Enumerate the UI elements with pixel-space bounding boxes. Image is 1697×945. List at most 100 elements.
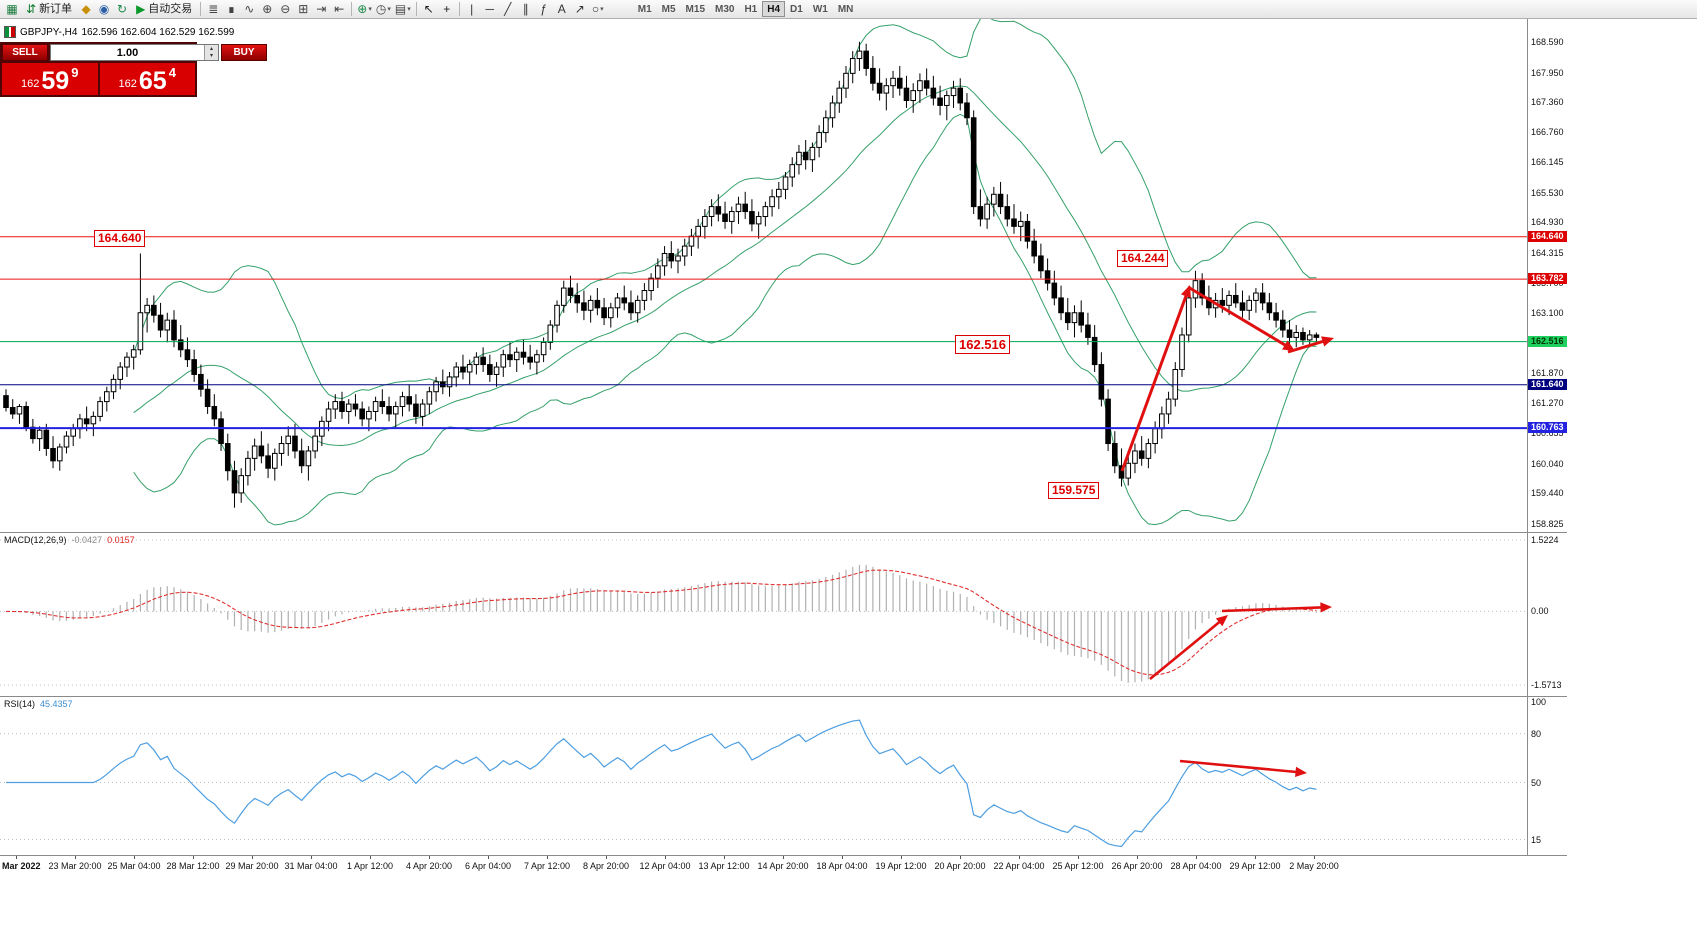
macd-label: MACD(12,26,9) -0.0427 0.0157 <box>4 535 135 545</box>
zoom-out-icon[interactable]: ⊖ <box>276 1 294 18</box>
macd-signal-line <box>5 569 1317 676</box>
new-chart-icon: ▦ <box>6 2 18 16</box>
price-axis-tag[interactable]: 160.763 <box>1528 422 1567 434</box>
fibonacci-icon[interactable]: ƒ <box>535 1 553 18</box>
trend-arrow[interactable] <box>1149 615 1228 681</box>
templates-icon[interactable]: ▤ ▾ <box>393 1 413 18</box>
time-axis-tick <box>252 856 253 859</box>
sell-price-button[interactable]: 162 59 9 <box>2 63 98 95</box>
volume-input[interactable] <box>51 45 204 60</box>
channel-icon[interactable]: ∥ <box>517 1 535 18</box>
add-indicator-icon[interactable]: ⊕ ▾ <box>355 1 374 18</box>
price-axis-tag[interactable]: 164.640 <box>1528 230 1567 242</box>
buy-button[interactable]: BUY <box>221 44 267 61</box>
tile-windows-icon[interactable]: ⊞ <box>294 1 312 18</box>
time-axis-label: 23 Mar 20:00 <box>48 861 102 871</box>
trend-arrow[interactable] <box>1221 602 1332 613</box>
trend-arrow[interactable] <box>1287 336 1334 354</box>
time-axis-label: 25 Apr 12:00 <box>1052 861 1104 871</box>
rsi-line <box>6 719 1317 848</box>
time-axis-label: 26 Apr 20:00 <box>1111 861 1163 871</box>
new-order-button[interactable]: ⇵ 新订单 <box>21 1 77 18</box>
timeframe-button-m15[interactable]: M15 <box>681 1 710 17</box>
time-axis-tick <box>960 856 961 859</box>
chart-shift-icon[interactable]: ⇤ <box>330 1 348 18</box>
time-axis-tick <box>901 856 902 859</box>
time-axis-label: 2 May 20:00 <box>1289 861 1339 871</box>
trade-prices-row: 162 59 9 162 65 4 <box>2 63 195 95</box>
buy-price-button[interactable]: 162 65 4 <box>99 63 195 95</box>
price-axis-tick: 166.760 <box>1531 127 1564 138</box>
price-axis-tick: 159.440 <box>1531 488 1564 499</box>
timeframe-button-w1[interactable]: W1 <box>808 1 833 17</box>
buy-price-pip: 4 <box>168 65 176 80</box>
time-axis[interactable]: Mar 2022 23 Mar 20:00 25 Mar 04:00 28 Mar 1… <box>0 856 1567 875</box>
cursor-icon[interactable]: ↖ <box>420 1 438 18</box>
shapes-icon[interactable]: ○ ▾ <box>589 1 607 18</box>
symbol-title: GBPJPY-,H4 <box>20 26 78 38</box>
autotrade-play-icon: ▶ <box>136 2 146 16</box>
timeframe-button-h4[interactable]: H4 <box>762 1 786 17</box>
trendline-icon[interactable]: ╱ <box>499 1 517 18</box>
arrows-tool-icon[interactable]: ↗ <box>571 1 589 18</box>
text-icon[interactable]: A <box>553 1 571 18</box>
timeframe-button-mn[interactable]: MN <box>833 1 859 17</box>
volume-up-button[interactable]: ▴ <box>205 45 218 53</box>
price-axis-tag[interactable]: 163.782 <box>1528 273 1567 285</box>
price-chart-canvas[interactable] <box>0 19 1527 532</box>
horizontal-line-icon[interactable]: ─ <box>481 1 499 18</box>
price-axis-tick: 163.100 <box>1531 307 1564 318</box>
chevron-down-icon: ▾ <box>387 5 391 13</box>
macd-canvas[interactable] <box>0 533 1527 696</box>
time-axis-tick <box>1255 856 1256 859</box>
price-axis-tag[interactable]: 162.516 <box>1528 335 1567 347</box>
candles-chart-icon: ∎ <box>227 2 236 16</box>
candles-chart-icon[interactable]: ∎ <box>222 1 240 18</box>
sell-button[interactable]: SELL <box>2 44 48 61</box>
periods-icon[interactable]: ◷ ▾ <box>374 1 393 18</box>
sell-price-prefix: 162 <box>21 78 40 90</box>
crosshair-icon[interactable]: + <box>438 1 456 18</box>
price-text-annotation[interactable]: 164.244 <box>1117 250 1169 267</box>
symbol-ohlc-label: GBPJPY-,H4 162.596 162.604 162.529 162.5… <box>4 26 234 38</box>
new-order-button-label: 新订单 <box>39 2 73 15</box>
zoom-in-icon[interactable]: ⊕ <box>258 1 276 18</box>
price-axis-tick: 160.040 <box>1531 458 1564 469</box>
autotrade-button[interactable]: ▶ 自动交易 <box>131 1 197 18</box>
time-axis-label: 1 Apr 12:00 <box>346 861 394 871</box>
price-text-annotation[interactable]: 162.516 <box>955 335 1010 354</box>
time-axis-label: 18 Apr 04:00 <box>816 861 868 871</box>
time-axis-label: 31 Mar 04:00 <box>284 861 338 871</box>
trend-arrow[interactable] <box>1179 759 1307 778</box>
time-axis-tick <box>1137 856 1138 859</box>
buy-price-prefix: 162 <box>118 78 137 90</box>
chevron-down-icon: ▾ <box>600 5 604 13</box>
price-text-annotation[interactable]: 159.575 <box>1048 482 1100 499</box>
vertical-line-icon[interactable]: | <box>463 1 481 18</box>
auto-scroll-icon[interactable]: ⇥ <box>312 1 330 18</box>
timeframe-button-m5[interactable]: M5 <box>657 1 681 17</box>
timeframe-button-m1[interactable]: M1 <box>633 1 657 17</box>
horizontal-lines[interactable] <box>0 236 1527 430</box>
cursor-icon: ↖ <box>423 2 434 16</box>
refresh-icon[interactable]: ↻ <box>113 1 131 18</box>
new-order-icon: ⇵ <box>26 2 37 16</box>
bars-chart-icon[interactable]: ≣ <box>204 1 222 18</box>
volume-down-button[interactable]: ▾ <box>205 52 218 60</box>
price-text-annotation[interactable]: 164.640 <box>94 230 146 247</box>
volume-stepper: ▴ ▾ <box>204 45 218 60</box>
timeframe-button-m30[interactable]: M30 <box>710 1 739 17</box>
time-axis-label: 6 Apr 04:00 <box>464 861 512 871</box>
trend-arrow[interactable] <box>1187 285 1295 351</box>
new-chart-icon[interactable]: ▦ <box>3 1 21 18</box>
timeframe-button-d1[interactable]: D1 <box>785 1 808 17</box>
navigator-icon[interactable]: ◉ <box>95 1 113 18</box>
rsi-canvas[interactable] <box>0 697 1527 855</box>
volume-field: ▴ ▾ <box>50 44 219 61</box>
quotes-icon[interactable]: ◆ <box>77 1 95 18</box>
time-axis-label: 19 Apr 12:00 <box>875 861 927 871</box>
price-axis-tag[interactable]: 161.640 <box>1528 378 1567 390</box>
time-axis-label: 4 Apr 20:00 <box>405 861 453 871</box>
line-chart-icon[interactable]: ∿ <box>240 1 258 18</box>
timeframe-button-h1[interactable]: H1 <box>739 1 762 17</box>
